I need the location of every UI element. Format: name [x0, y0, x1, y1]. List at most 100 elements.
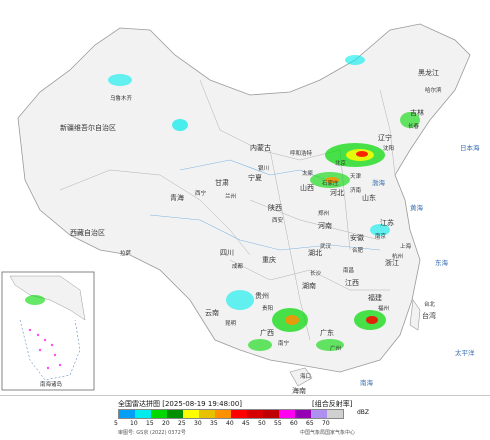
- legend-subtitle: [组合反射率]: [312, 400, 353, 408]
- region-label: 甘肃: [215, 178, 229, 187]
- color-swatch: [215, 410, 231, 418]
- tick-label: 65: [306, 420, 314, 427]
- region-label: 宁夏: [248, 173, 262, 182]
- city-label: 哈尔滨: [425, 86, 442, 94]
- region-label: 山东: [362, 193, 376, 202]
- color-swatch: [167, 410, 183, 418]
- sea-label: 渤海: [372, 178, 386, 187]
- color-swatch: [151, 410, 167, 418]
- color-swatch: [119, 410, 135, 418]
- color-scale-ticks: 5 10 15 20 25 30 35 40 45 50 55 60 65 70: [114, 420, 338, 427]
- region-label: 四川: [220, 249, 234, 257]
- region-label: 黑龙江: [418, 68, 439, 77]
- color-swatch: [231, 410, 247, 418]
- sea-labels: 渤海 黄海 东海 南海 日本海 太平洋: [360, 143, 480, 387]
- region-label: 湖北: [308, 248, 322, 257]
- color-swatch: [263, 410, 279, 418]
- legend-title: 全国雷达拼图 [2025-08-19 19:48:00]: [118, 400, 243, 408]
- city-label: 合肥: [352, 246, 364, 254]
- city-label: 昆明: [225, 320, 237, 327]
- tick-label: 50: [258, 420, 266, 427]
- city-label: 贵阳: [262, 304, 273, 312]
- hainan-island: [289, 367, 313, 387]
- color-swatch: [247, 410, 263, 418]
- city-label: 石家庄: [322, 179, 339, 187]
- sea-label: 南海: [360, 378, 374, 387]
- city-labels: 哈尔滨 长春 沈阳 呼和浩特 乌鲁木齐 拉萨 西宁 兰州 银川 西安 太原 石家…: [110, 86, 442, 380]
- region-label: 北京: [335, 159, 347, 167]
- region-label: 广西: [260, 328, 274, 337]
- sea-label: 黄海: [410, 203, 424, 212]
- color-swatch: [311, 410, 327, 418]
- region-label: 台湾: [422, 311, 436, 320]
- city-label: 兰州: [225, 192, 236, 200]
- region-labels: 黑龙江 吉林 辽宁 内蒙古 新疆维吾尔自治区 西藏自治区 青海 甘肃 宁夏 陕西…: [60, 68, 439, 395]
- color-swatch: [327, 410, 343, 418]
- color-scale-bar: [118, 409, 344, 419]
- region-label: 浙江: [385, 258, 399, 267]
- city-label: 沈阳: [383, 144, 394, 152]
- region-label: 新疆维吾尔自治区: [60, 123, 116, 132]
- tick-label: 45: [242, 420, 250, 427]
- color-swatch: [279, 410, 295, 418]
- region-label: 广东: [320, 328, 334, 337]
- region-label: 吉林: [410, 108, 424, 117]
- tick-label: 15: [146, 420, 154, 427]
- city-label: 拉萨: [120, 249, 132, 257]
- city-label: 郑州: [318, 209, 329, 217]
- region-label: 重庆: [262, 255, 276, 264]
- tick-label: 35: [210, 420, 218, 427]
- region-label: 河北: [330, 189, 344, 197]
- tick-label: 5: [114, 420, 118, 427]
- legend: 全国雷达拼图 [2025-08-19 19:48:00] [组合反射率] dBZ…: [0, 395, 490, 440]
- region-label: 江西: [345, 279, 359, 287]
- city-label: 乌鲁木齐: [110, 94, 133, 102]
- city-label: 长沙: [310, 269, 322, 277]
- city-label: 南京: [375, 232, 387, 240]
- city-label: 南宁: [278, 339, 290, 347]
- region-label: 江苏: [380, 218, 394, 227]
- radar-echoes: [108, 55, 420, 351]
- city-label: 济南: [350, 186, 362, 194]
- city-label: 成都: [232, 262, 244, 270]
- sea-label: 东海: [435, 258, 449, 267]
- tick-label: 40: [226, 420, 234, 427]
- city-label: 福州: [378, 304, 389, 312]
- sea-label: 日本海: [460, 143, 480, 152]
- city-label: 杭州: [392, 252, 403, 260]
- tick-label: 55: [274, 420, 282, 427]
- region-label: 安徽: [350, 233, 364, 242]
- region-label: 贵州: [255, 291, 269, 300]
- region-label: 辽宁: [378, 133, 392, 142]
- region-label: 湖南: [302, 281, 316, 290]
- city-label: 呼和浩特: [290, 149, 313, 157]
- sea-label: 太平洋: [455, 348, 475, 357]
- taiwan-island: [409, 299, 421, 331]
- city-label: 海口: [300, 372, 311, 380]
- inset-label: 南海诸岛: [40, 380, 63, 388]
- region-label: 内蒙古: [250, 143, 271, 152]
- region-label: 西藏自治区: [70, 228, 105, 237]
- color-swatch: [199, 410, 215, 418]
- color-swatch: [295, 410, 311, 418]
- radar-map: 黑龙江 吉林 辽宁 内蒙古 新疆维吾尔自治区 西藏自治区 青海 甘肃 宁夏 陕西…: [1, 23, 480, 395]
- region-label: 天津: [350, 173, 362, 180]
- credit-right: 中国气象局国家气象中心: [300, 430, 356, 436]
- tick-label: 20: [162, 420, 170, 427]
- province-borders: [59, 79, 396, 341]
- region-label: 上海: [400, 242, 412, 250]
- city-label: 西安: [272, 216, 284, 224]
- credit-left: 审图号: GS京 (2022) 0372号: [118, 430, 186, 436]
- city-label: 银川: [258, 164, 269, 172]
- city-label: 太原: [302, 169, 314, 177]
- color-swatch: [135, 410, 151, 418]
- rivers: [149, 159, 381, 251]
- region-label: 河南: [318, 221, 332, 230]
- tick-label: 70: [322, 420, 330, 427]
- city-label: 台北: [424, 300, 436, 308]
- tick-label: 10: [130, 420, 138, 427]
- city-label: 广州: [330, 344, 341, 352]
- region-label: 山西: [300, 183, 314, 192]
- tick-label: 60: [290, 420, 298, 427]
- region-label: 海南: [292, 386, 306, 395]
